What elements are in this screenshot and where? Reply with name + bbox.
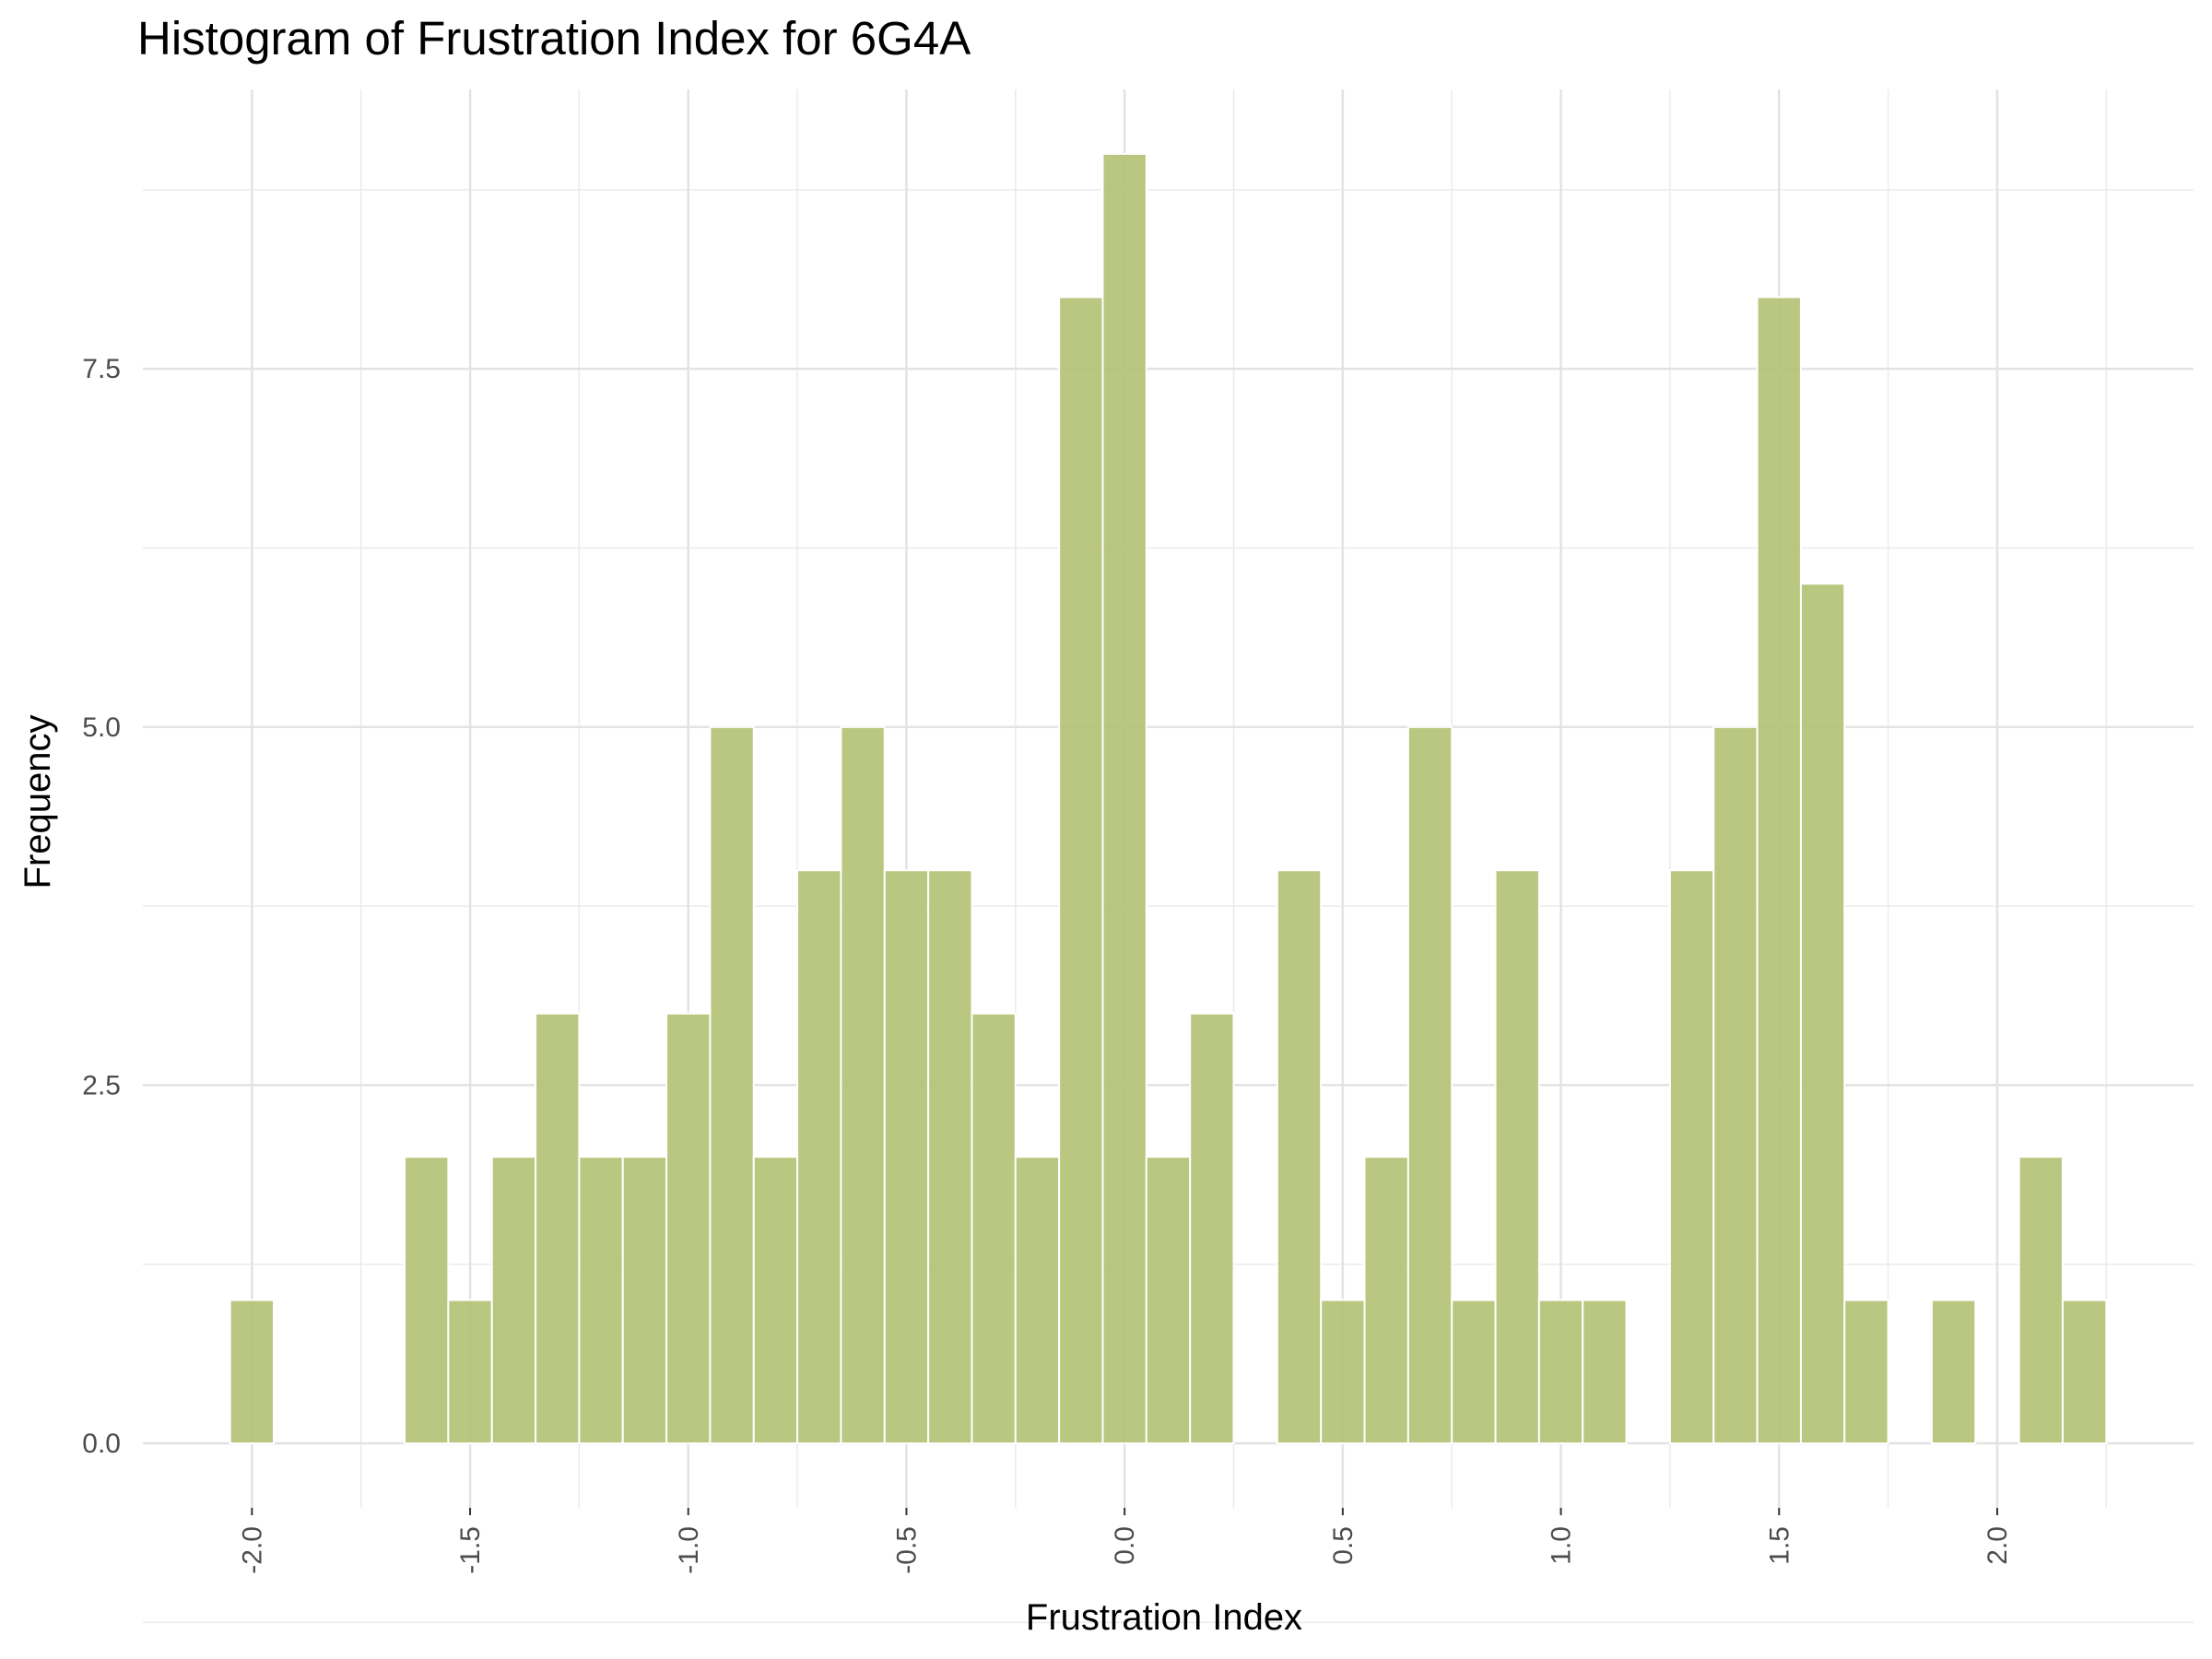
y-tick-label: 7.5	[82, 354, 121, 384]
histogram-bar	[1930, 1299, 1977, 1445]
y-tick-label: 5.0	[82, 712, 121, 743]
x-tick-label: -1.0	[674, 1526, 704, 1574]
histogram-bar	[927, 869, 973, 1445]
histogram-bar	[1756, 296, 1802, 1445]
histogram-bar	[883, 869, 930, 1445]
histogram-bar	[490, 1156, 537, 1445]
histogram-bar	[1712, 725, 1759, 1445]
histogram-bar	[1189, 1012, 1235, 1445]
x-axis-title: Frustration Index	[1026, 1597, 1302, 1638]
histogram-bar	[1014, 1156, 1061, 1445]
histogram-bar	[752, 1156, 799, 1445]
x-tick-label: -1.5	[455, 1526, 486, 1574]
histogram-bar	[1101, 152, 1147, 1445]
histogram-bar	[1668, 869, 1715, 1445]
histogram-bar	[796, 869, 842, 1445]
histogram-bar	[404, 1156, 450, 1445]
histogram-bar	[1276, 869, 1323, 1445]
histogram-bar	[1799, 582, 1846, 1445]
x-axis: -2.0 -1.5 -1.0 -0.5 0.0 0.5 1.0 1.5 2.0	[237, 1508, 2013, 1574]
chart-title: Histogram of Frustration Index for 6G4A	[137, 12, 971, 65]
histogram-bar	[621, 1156, 668, 1445]
y-axis-title: Frequency	[18, 715, 58, 889]
histogram-bar	[971, 1012, 1017, 1445]
histogram-bar	[840, 725, 886, 1445]
x-tick-label: 2.0	[1983, 1526, 2013, 1565]
x-tick-label: 0.0	[1110, 1526, 1140, 1565]
histogram-bar	[2018, 1156, 2064, 1445]
histogram-bar	[1537, 1299, 1584, 1445]
x-tick-label: 0.5	[1328, 1526, 1359, 1565]
x-tick-label: 1.0	[1547, 1526, 1577, 1565]
histogram-bar	[535, 1012, 581, 1445]
histogram-bar	[1494, 869, 1540, 1445]
histogram-bar	[1843, 1299, 1889, 1445]
histogram-bar	[447, 1299, 493, 1445]
histogram-bar	[1406, 725, 1453, 1445]
histogram-bar	[1145, 1156, 1192, 1445]
histogram-bar	[1582, 1299, 1628, 1445]
y-axis: 0.0 2.5 5.0 7.5	[82, 354, 121, 1459]
histogram-bar	[1363, 1156, 1409, 1445]
y-tick-label: 2.5	[82, 1070, 121, 1100]
histogram-bars	[229, 152, 2108, 1445]
histogram-bar	[1320, 1299, 1366, 1445]
histogram-bar	[1451, 1299, 1497, 1445]
x-tick-label: -0.5	[891, 1526, 922, 1574]
x-tick-label: -2.0	[237, 1526, 267, 1574]
histogram-bar	[709, 725, 755, 1445]
histogram-bar	[1058, 296, 1104, 1445]
x-tick-label: 1.5	[1764, 1526, 1794, 1565]
histogram-bar	[578, 1156, 624, 1445]
histogram-bar	[665, 1012, 712, 1445]
histogram-bar	[2061, 1299, 2108, 1445]
histogram-bar	[229, 1299, 276, 1445]
y-tick-label: 0.0	[82, 1429, 121, 1459]
